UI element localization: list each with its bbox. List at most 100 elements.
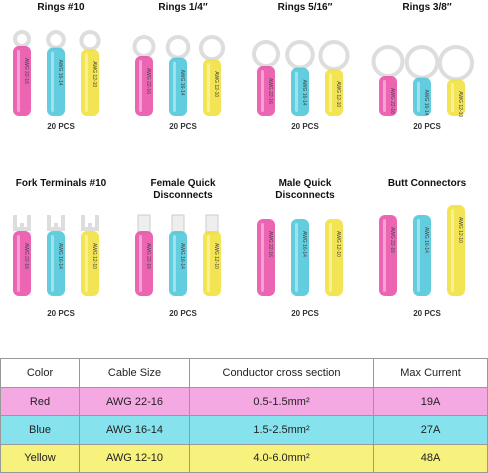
- sleeve: [257, 66, 275, 116]
- sleeve-label: AWG 16-14: [179, 243, 185, 269]
- sleeve: [81, 231, 99, 296]
- sleeve-shine: [85, 235, 88, 292]
- sleeve: [325, 69, 343, 116]
- sleeve-label: AWG 22-16: [23, 243, 29, 269]
- sleeve: [413, 215, 431, 296]
- sleeve-label: AWG 22-16: [267, 78, 273, 104]
- sleeve: [203, 59, 221, 116]
- sleeve-shine: [173, 61, 176, 112]
- cell: Red: [0, 386, 80, 417]
- ring-terminal: [285, 40, 315, 70]
- header-cell: Conductor cross section: [189, 358, 374, 388]
- female-tab: [137, 214, 151, 234]
- sleeve-shine: [417, 219, 420, 292]
- sleeve: [135, 231, 153, 296]
- sleeve-shine: [17, 235, 20, 292]
- sleeve-label: AWG 12-10: [91, 61, 97, 87]
- sleeve: [379, 215, 397, 296]
- sleeve: [13, 231, 31, 296]
- ring-terminal: [252, 40, 280, 68]
- sleeve-shine: [261, 223, 264, 292]
- sleeve-shine: [383, 80, 386, 112]
- cell: 4.0-6.0mm²: [189, 443, 374, 473]
- sleeve: [291, 67, 309, 116]
- sleeve-shine: [295, 223, 298, 292]
- group-title: Male Quick Disconnects: [275, 178, 335, 201]
- group-title: Fork Terminals #10: [15, 178, 107, 189]
- sleeve-shine: [417, 81, 420, 112]
- sleeve-label: AWG 12-10: [91, 243, 97, 269]
- group-title: Rings 3/8″: [402, 2, 452, 13]
- cell: AWG 12-10: [79, 443, 190, 473]
- sleeve-label: AWG 22-16: [389, 88, 395, 114]
- cell: Yellow: [0, 443, 80, 473]
- sleeve: [203, 231, 221, 296]
- sleeve: [169, 57, 187, 116]
- cell: 27A: [373, 415, 488, 445]
- sleeve-shine: [51, 51, 54, 112]
- sleeve: [257, 219, 275, 296]
- piece-count: 20 PCS: [413, 122, 441, 131]
- ring-terminal: [132, 35, 156, 58]
- cell: 0.5-1.5mm²: [189, 386, 374, 417]
- sleeve-shine: [383, 219, 386, 292]
- sleeve-label: AWG 16-14: [57, 243, 63, 269]
- sleeve: [47, 47, 65, 116]
- header-cell: Cable Size: [79, 358, 190, 388]
- sleeve: [169, 231, 187, 296]
- group-title: Rings 5/16″: [277, 2, 333, 13]
- ring-terminal: [46, 30, 66, 50]
- fork-terminal: [13, 215, 31, 231]
- sleeve-shine: [207, 63, 210, 112]
- piece-count: 20 PCS: [413, 309, 441, 318]
- ring-terminal: [165, 35, 191, 60]
- cell: 48A: [373, 443, 488, 473]
- sleeve-label: AWG 16-14: [423, 90, 429, 116]
- sleeve: [379, 76, 397, 116]
- sleeve-label: AWG 22-16: [145, 243, 151, 269]
- ring-terminal: [13, 30, 31, 48]
- sleeve-label: AWG 12-10: [213, 243, 219, 269]
- ring-terminal: [371, 45, 405, 78]
- sleeve: [291, 219, 309, 296]
- cell: 19A: [373, 386, 488, 417]
- piece-count: 20 PCS: [47, 122, 75, 131]
- header-cell: Color: [0, 358, 80, 388]
- piece-count: 20 PCS: [291, 122, 319, 131]
- group-title: Rings 1/4″: [158, 2, 208, 13]
- sleeve-label: AWG 12-10: [457, 91, 463, 117]
- sleeve: [135, 56, 153, 116]
- sleeve-label: AWG 12-10: [335, 231, 341, 257]
- sleeve-shine: [451, 83, 454, 112]
- piece-count: 20 PCS: [169, 309, 197, 318]
- piece-count: 20 PCS: [291, 309, 319, 318]
- female-tab: [205, 214, 219, 234]
- sleeve-label: AWG 16-14: [179, 70, 185, 96]
- sleeve: [81, 49, 99, 117]
- ring-terminal: [318, 40, 350, 72]
- group-title: Butt Connectors: [387, 178, 467, 189]
- group-title: Rings #10: [37, 2, 85, 13]
- sleeve-label: AWG 12-10: [335, 81, 341, 107]
- sleeve-label: AWG 12-10: [457, 217, 463, 243]
- connector-illustrations: AWG 22-16 AWG 16-14 AWG 12-10 AWG 22-16 AWG …: [13, 29, 475, 296]
- sleeve-shine: [329, 73, 332, 112]
- piece-count: 20 PCS: [169, 122, 197, 131]
- piece-count: 20 PCS: [47, 309, 75, 318]
- sleeve-shine: [85, 53, 88, 112]
- sleeve-shine: [451, 209, 454, 292]
- sleeve-label: AWG 22-16: [23, 58, 29, 84]
- sleeve-label: AWG 16-14: [423, 227, 429, 253]
- sleeve: [413, 77, 431, 116]
- ring-terminal: [437, 45, 475, 82]
- header-cell: Max Current: [373, 358, 488, 388]
- fork-terminal: [47, 215, 65, 231]
- sleeve: [13, 46, 31, 116]
- sleeve-shine: [173, 235, 176, 292]
- fork-terminal: [81, 215, 99, 231]
- spec-table: Color Cable Size Conductor cross section…: [0, 358, 488, 473]
- sleeve-shine: [51, 235, 54, 292]
- sleeve-shine: [139, 235, 142, 292]
- sleeve: [47, 231, 65, 296]
- ring-terminal: [198, 35, 226, 62]
